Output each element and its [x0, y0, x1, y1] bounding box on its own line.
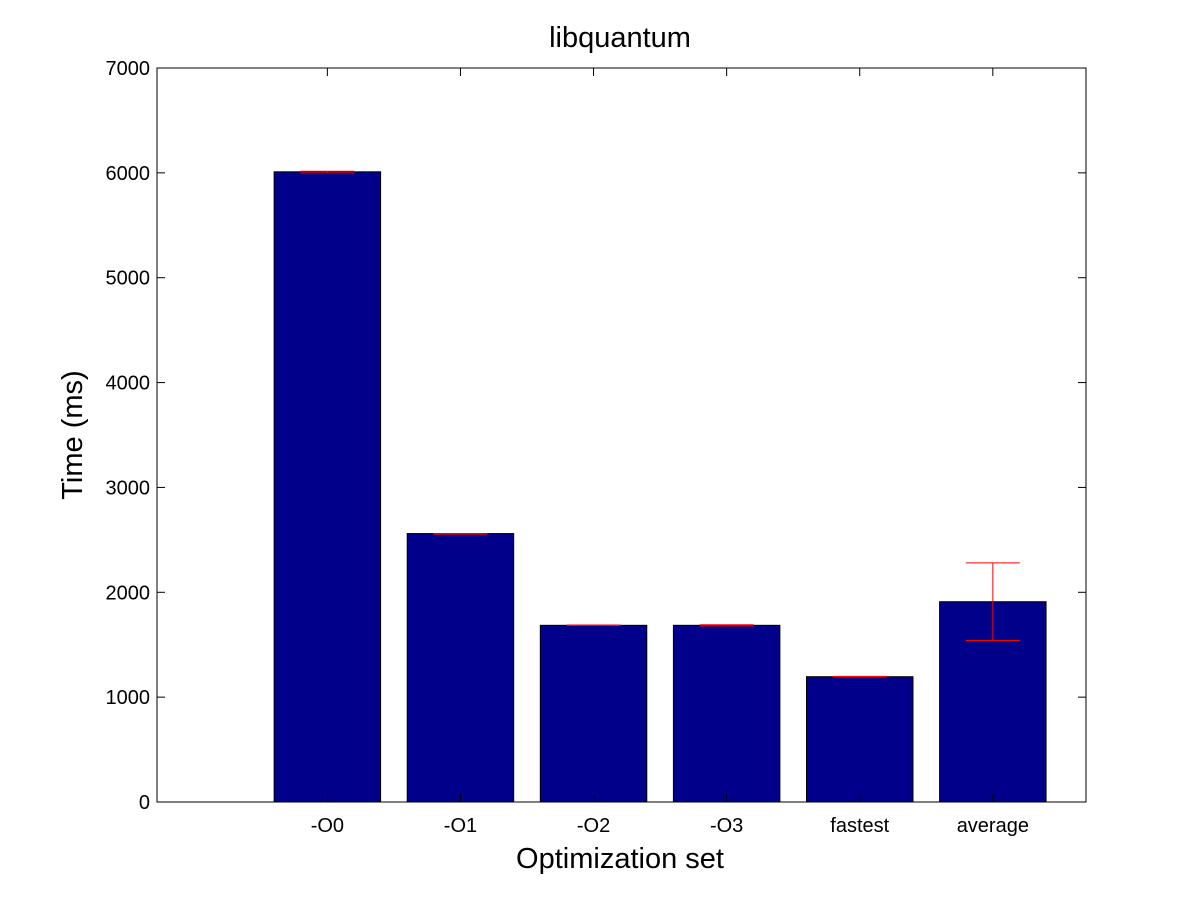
y-tick-label: 5000 [106, 268, 151, 290]
error-bars [300, 170, 1020, 678]
bar [806, 676, 914, 803]
x-axis-title: Optimization set [516, 843, 724, 875]
y-tick-label: 2000 [106, 582, 151, 604]
bar [539, 624, 648, 803]
y-tick-label: 1000 [106, 687, 151, 709]
bar [273, 171, 382, 803]
y-axis: 0 1000 2000 3000 4000 5000 6000 7000 [106, 58, 1086, 814]
bar [672, 624, 781, 803]
x-tick-label: -O3 [710, 815, 743, 837]
bar [406, 533, 515, 803]
x-tick-label: -O1 [444, 815, 477, 837]
x-tick-label: average [957, 815, 1029, 837]
y-tick-label: 6000 [106, 163, 151, 185]
x-tick-label: -O2 [577, 815, 610, 837]
chart-title: libquantum [549, 22, 691, 54]
x-tick-label: -O0 [311, 815, 344, 837]
y-tick-label: 7000 [106, 58, 151, 80]
y-axis-title: Time (ms) [57, 370, 89, 499]
bars [273, 171, 1047, 803]
x-axis: -O0 -O1 -O2 -O3 fastest average [311, 68, 1029, 837]
y-tick-label: 0 [139, 792, 150, 814]
x-tick-label: fastest [830, 815, 889, 837]
y-tick-label: 3000 [106, 477, 151, 499]
y-tick-label: 4000 [106, 373, 151, 395]
